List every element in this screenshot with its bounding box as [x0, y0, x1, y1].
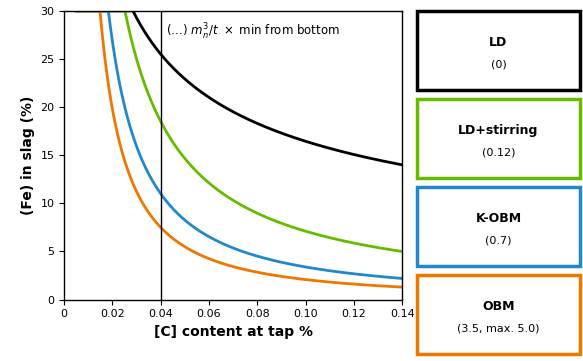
Text: $(\ldots)\ m_n^3/t\ \times\ \mathrm{min\ from\ bottom}$: $(\ldots)\ m_n^3/t\ \times\ \mathrm{min\…: [166, 22, 339, 43]
Text: (0): (0): [490, 60, 507, 70]
Text: (0.7): (0.7): [485, 235, 512, 245]
Text: (3.5, max. 5.0): (3.5, max. 5.0): [457, 323, 540, 334]
Text: (0.12): (0.12): [482, 148, 515, 157]
Text: K-OBM: K-OBM: [475, 212, 522, 225]
X-axis label: [C] content at tap %: [C] content at tap %: [154, 325, 312, 339]
Text: LD+stirring: LD+stirring: [458, 124, 539, 137]
Y-axis label: (Fe) in slag (%): (Fe) in slag (%): [21, 96, 35, 215]
Text: OBM: OBM: [482, 300, 515, 313]
Text: LD: LD: [489, 36, 508, 49]
